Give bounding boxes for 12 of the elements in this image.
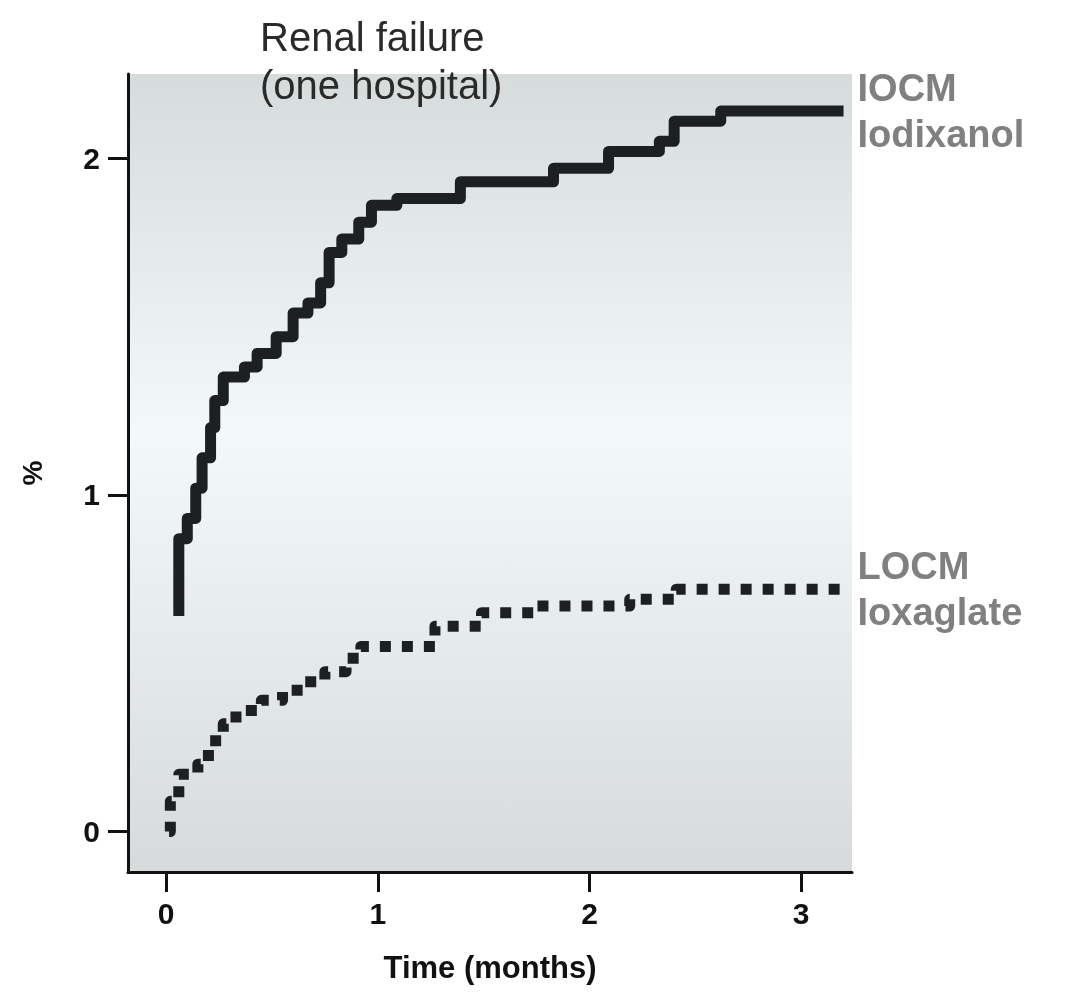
y-tick-label: 2: [83, 141, 100, 175]
y-axis-title: %: [16, 460, 48, 486]
y-tick-label: 0: [83, 815, 100, 849]
x-tick-label: 0: [157, 896, 175, 930]
chart-title: Renal failure (one hospital): [260, 15, 503, 107]
x-tick-label: 2: [581, 896, 598, 930]
series-label: IOCM Iodixanol: [857, 67, 1025, 156]
x-tick-label: 1: [369, 896, 387, 930]
series-label: LOCM Ioxaglate: [857, 545, 1023, 634]
y-tick-label: 1: [83, 478, 100, 512]
x-tick-label: 3: [792, 896, 810, 930]
x-axis-title: Time (months): [383, 950, 597, 985]
